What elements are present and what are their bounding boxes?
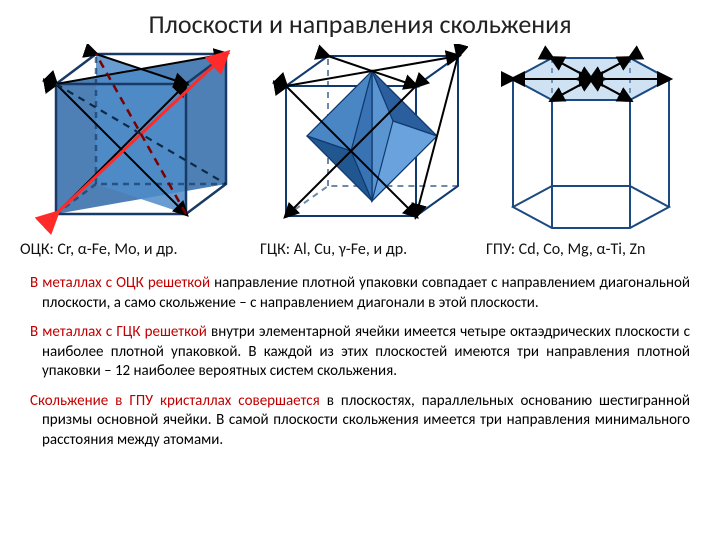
paragraph-fcc: В металлах с ГЦК решеткой внутри элемент… [30, 323, 690, 382]
hcp-diagram [486, 44, 696, 244]
fcc-diagram [258, 44, 468, 244]
bcc-caption: ОЦК: Cr, α-Fe, Mo, и др. [20, 240, 240, 260]
caption-row: ОЦК: Cr, α-Fe, Mo, и др. ГЦК: Al, Cu, γ-… [0, 240, 720, 266]
body-text: В металлах с ОЦК решеткой направление пл… [30, 274, 690, 460]
paragraph-bcc: В металлах с ОЦК решеткой направление пл… [30, 274, 690, 313]
bcc-diagram [26, 44, 236, 244]
figure-row [0, 44, 720, 244]
hcp-caption: ГПУ: Cd, Co, Mg, α-Ti, Zn [486, 240, 712, 260]
lead-fcc: В металлах с ГЦК решеткой [30, 323, 207, 341]
lead-hcp: Скольжение в ГПУ кристаллах совершается [30, 392, 320, 410]
fcc-caption: ГЦК: Al, Cu, γ-Fe, и др. [260, 240, 470, 260]
page-title: Плоскости и направления скольжения [0, 8, 720, 40]
paragraph-hcp: Скольжение в ГПУ кристаллах совершается … [30, 392, 690, 451]
lead-bcc: В металлах с ОЦК решеткой [30, 274, 210, 292]
